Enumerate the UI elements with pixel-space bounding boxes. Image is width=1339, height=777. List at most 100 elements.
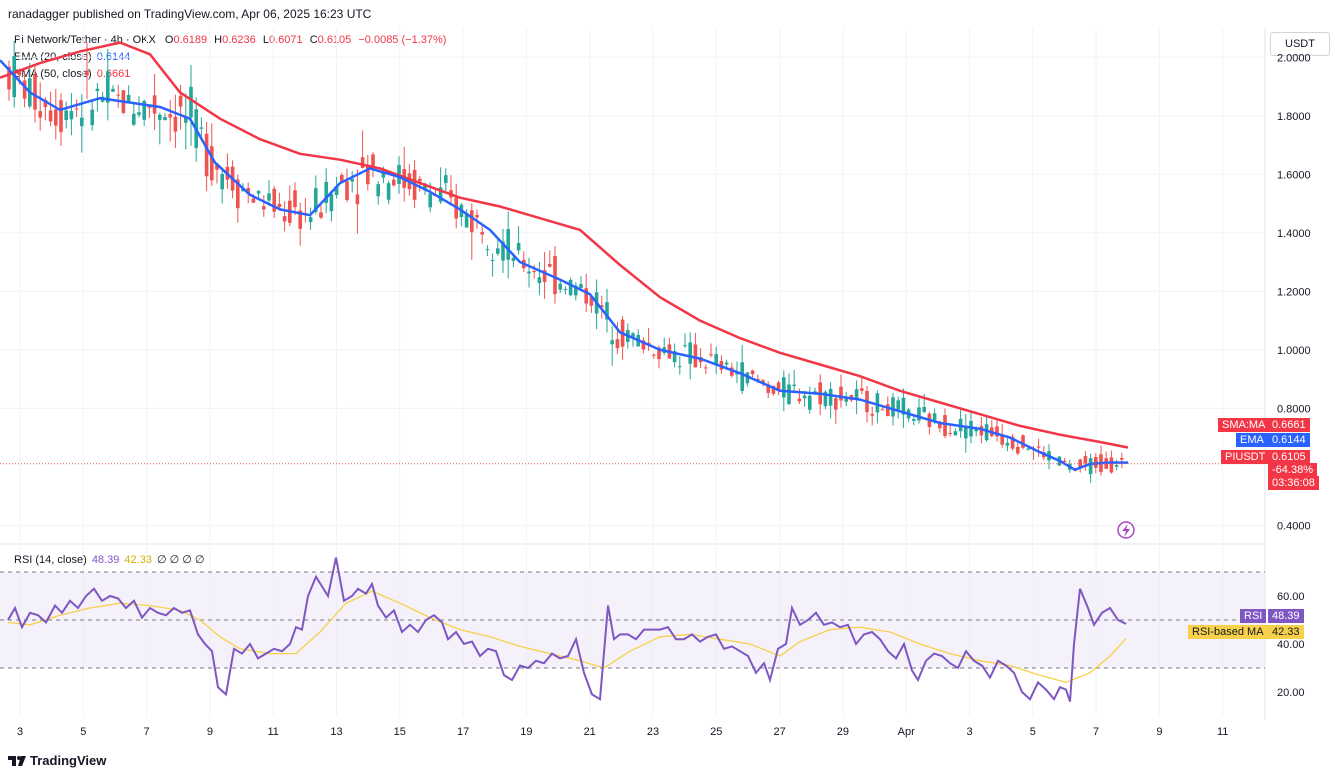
- candle-body: [1083, 456, 1088, 464]
- pair-tag-name: PIUSDT: [1221, 450, 1270, 464]
- candle-body: [776, 382, 781, 392]
- candle-body: [896, 400, 900, 410]
- candle-body: [116, 94, 120, 96]
- candle-body: [995, 426, 999, 437]
- candle-body: [891, 397, 895, 417]
- candle-body: [932, 413, 937, 421]
- candle-body: [256, 190, 261, 194]
- candle-body: [808, 395, 812, 410]
- tradingview-logo[interactable]: TradingView: [8, 753, 106, 768]
- rsi-tag-value: 48.39: [1268, 609, 1304, 623]
- candle-body: [823, 391, 828, 407]
- candle-body: [345, 181, 349, 201]
- candle-body: [917, 407, 921, 421]
- candle-body: [886, 404, 890, 417]
- candle-body: [787, 384, 791, 405]
- rsi-tag-name: RSI: [1240, 609, 1267, 623]
- ohlc-open: 0.6189: [173, 34, 208, 46]
- candle-body: [54, 109, 58, 126]
- candle-body: [797, 398, 802, 402]
- price-tick-label: 1.8000: [1277, 111, 1311, 123]
- candle-body: [85, 70, 89, 76]
- time-tick-label: 21: [584, 726, 596, 738]
- candle-body: [480, 232, 484, 235]
- sma-tag-name: SMA:MA: [1218, 418, 1270, 432]
- candle-body: [215, 163, 219, 170]
- candle-body: [730, 367, 734, 376]
- time-tick-label: 13: [330, 726, 342, 738]
- rsi-legend-value: 48.39: [91, 554, 120, 566]
- candle-body: [875, 393, 880, 413]
- candle-body: [7, 66, 11, 90]
- rsi-pane: [7, 557, 1127, 702]
- candle-body: [568, 279, 573, 296]
- candle-body: [199, 127, 204, 129]
- candle-body: [1088, 458, 1093, 475]
- candle-body: [1114, 465, 1119, 467]
- candle-body: [761, 380, 765, 384]
- candle-body: [262, 206, 266, 210]
- candle-body: [178, 95, 183, 107]
- candle-body: [438, 187, 443, 202]
- candle-body: [324, 181, 328, 203]
- candle-body: [158, 114, 162, 120]
- candle-body: [17, 70, 22, 75]
- currency-unit-button[interactable]: USDT: [1270, 32, 1330, 56]
- candle-body: [340, 174, 344, 183]
- candle-body: [828, 388, 833, 406]
- candle-body: [844, 398, 848, 402]
- candle-body: [610, 340, 614, 345]
- time-tick-label: 23: [647, 726, 659, 738]
- candle-body: [740, 362, 744, 391]
- candle-body: [792, 384, 796, 387]
- lightning-icon[interactable]: [1117, 521, 1135, 539]
- candle-body: [272, 188, 276, 212]
- candle-body: [558, 283, 562, 290]
- candle-body: [470, 210, 474, 233]
- candle-body: [168, 114, 172, 118]
- time-tick-label: 7: [144, 726, 150, 738]
- candle-body: [189, 86, 193, 118]
- candle-body: [953, 431, 958, 436]
- candle-body: [802, 395, 807, 399]
- candle-body: [22, 80, 27, 99]
- candle-body: [563, 289, 568, 291]
- candle-body: [444, 175, 448, 184]
- candle-body: [48, 110, 53, 122]
- candle-body: [163, 117, 167, 121]
- candle-body: [464, 213, 469, 228]
- candle-body: [80, 117, 84, 127]
- candle-body: [615, 339, 620, 349]
- candle-body: [943, 415, 947, 437]
- candle-body: [319, 212, 323, 218]
- rsi-ma-tag-value: 42.33: [1268, 625, 1304, 639]
- rsi-tick-label: 40.00: [1277, 639, 1305, 651]
- candle-body: [834, 398, 838, 410]
- candle-body: [542, 270, 547, 283]
- tradingview-brand: TradingView: [30, 753, 107, 768]
- candle-body: [490, 259, 495, 261]
- candle-body: [1109, 457, 1114, 473]
- candle-body: [1036, 446, 1041, 448]
- candle-body: [350, 178, 354, 182]
- candle-body: [511, 257, 516, 261]
- candle-body: [220, 174, 224, 190]
- candle-body: [246, 188, 250, 195]
- candle-body: [704, 367, 708, 369]
- rsi-tick-label: 60.00: [1277, 591, 1305, 603]
- candle-body: [912, 419, 916, 421]
- candle-body: [59, 100, 63, 133]
- candle-body: [735, 372, 739, 375]
- sma-legend-value: 0.6661: [96, 68, 131, 80]
- candle-body: [360, 157, 365, 168]
- candle-body: [979, 426, 984, 436]
- candle-body: [142, 100, 146, 120]
- candle-body: [366, 165, 370, 185]
- time-tick-label: 11: [1217, 726, 1228, 738]
- candle-body: [314, 188, 318, 212]
- time-tick-label: 9: [1156, 726, 1162, 738]
- price-tick-label: 1.6000: [1277, 169, 1311, 181]
- candle-body: [839, 386, 843, 401]
- candle-body: [43, 99, 48, 108]
